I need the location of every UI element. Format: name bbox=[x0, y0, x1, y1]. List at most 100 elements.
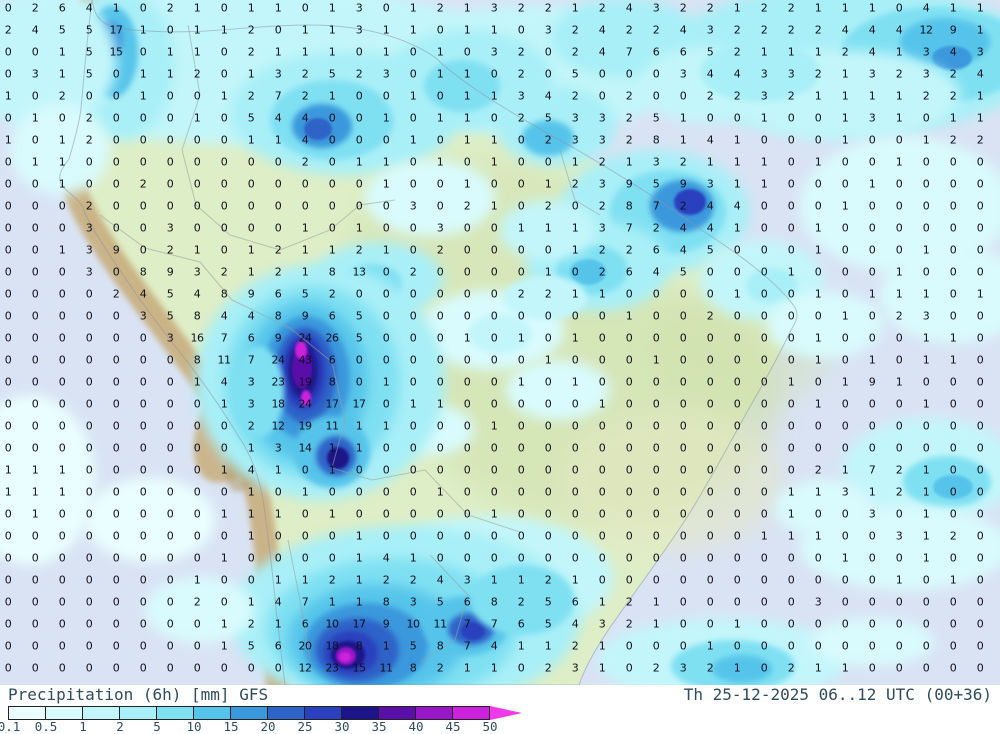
precip-value: 0 bbox=[85, 177, 93, 191]
precip-value: 0 bbox=[733, 331, 741, 345]
precip-value: 1 bbox=[490, 23, 498, 37]
precip-value: 1 bbox=[868, 177, 876, 191]
precip-value: 0 bbox=[895, 133, 903, 147]
precip-value: 0 bbox=[571, 199, 579, 213]
precip-value: 13 bbox=[352, 265, 367, 279]
precip-value: 1 bbox=[355, 221, 363, 235]
precip-value: 0 bbox=[85, 89, 93, 103]
precip-value: 0 bbox=[382, 485, 390, 499]
precip-value: 5 bbox=[706, 243, 714, 257]
precip-value: 0 bbox=[301, 551, 309, 565]
precip-value: 0 bbox=[274, 661, 282, 675]
precip-value: 6 bbox=[58, 1, 66, 15]
precip-value: 2 bbox=[598, 1, 606, 15]
precip-value: 1 bbox=[841, 133, 849, 147]
precip-value: 0 bbox=[976, 551, 984, 565]
precip-value: 0 bbox=[166, 639, 174, 653]
precip-value: 2 bbox=[274, 265, 282, 279]
precip-value: 0 bbox=[976, 199, 984, 213]
precip-value: 0 bbox=[193, 661, 201, 675]
precip-value: 2 bbox=[949, 89, 957, 103]
precip-value: 9 bbox=[679, 177, 687, 191]
precip-value: 0 bbox=[895, 419, 903, 433]
precip-value: 0 bbox=[220, 419, 228, 433]
precip-value: 1 bbox=[922, 243, 930, 257]
precip-value: 17 bbox=[325, 397, 340, 411]
precip-value: 0 bbox=[787, 419, 795, 433]
precip-value: 0 bbox=[166, 177, 174, 191]
precip-value: 0 bbox=[949, 309, 957, 323]
precip-value: 0 bbox=[760, 551, 768, 565]
precip-value: 0 bbox=[976, 529, 984, 543]
precip-value: 1 bbox=[814, 1, 822, 15]
precip-value: 0 bbox=[976, 353, 984, 367]
precip-value: 0 bbox=[787, 639, 795, 653]
precip-value: 0 bbox=[247, 221, 255, 235]
precip-value: 0 bbox=[463, 397, 471, 411]
precip-value: 12 bbox=[298, 661, 313, 675]
precip-value: 3 bbox=[598, 133, 606, 147]
precip-value: 0 bbox=[706, 419, 714, 433]
precip-value: 3 bbox=[463, 573, 471, 587]
precip-value: 1 bbox=[841, 1, 849, 15]
precip-value: 1 bbox=[922, 287, 930, 301]
precip-value: 2 bbox=[625, 617, 633, 631]
precip-value: 0 bbox=[436, 309, 444, 323]
precip-value: 0 bbox=[814, 375, 822, 389]
valid-time: Th 25-12-2025 06..12 UTC (00+36) bbox=[683, 685, 992, 704]
precip-value: 1 bbox=[895, 155, 903, 169]
precip-value: 0 bbox=[355, 199, 363, 213]
precip-value: 0 bbox=[4, 243, 12, 257]
precip-value: 0 bbox=[382, 353, 390, 367]
precip-value: 1 bbox=[814, 529, 822, 543]
precip-value: 2 bbox=[787, 23, 795, 37]
precip-value: 0 bbox=[31, 331, 39, 345]
precip-value: 7 bbox=[490, 617, 498, 631]
precip-value: 1 bbox=[544, 221, 552, 235]
precip-value: 1 bbox=[895, 573, 903, 587]
precip-value: 0 bbox=[382, 309, 390, 323]
precip-value: 9 bbox=[274, 331, 282, 345]
precip-value: 0 bbox=[571, 309, 579, 323]
precip-value: 0 bbox=[328, 529, 336, 543]
precip-value: 5 bbox=[301, 287, 309, 301]
precip-value: 0 bbox=[112, 463, 120, 477]
precip-value: 0 bbox=[571, 529, 579, 543]
precip-value: 1 bbox=[355, 155, 363, 169]
precip-value: 1 bbox=[679, 133, 687, 147]
precip-value: 1 bbox=[517, 375, 525, 389]
precip-value: 2 bbox=[544, 287, 552, 301]
precip-value: 1 bbox=[220, 397, 228, 411]
precip-value: 0 bbox=[949, 397, 957, 411]
precip-value: 2 bbox=[895, 309, 903, 323]
precip-value: 0 bbox=[490, 287, 498, 301]
precip-value: 0 bbox=[220, 573, 228, 587]
precip-value: 1 bbox=[31, 111, 39, 125]
precip-value: 1 bbox=[787, 485, 795, 499]
precip-value: 0 bbox=[436, 177, 444, 191]
precip-value: 3 bbox=[868, 67, 876, 81]
precip-value: 0 bbox=[922, 221, 930, 235]
precip-value: 0 bbox=[652, 287, 660, 301]
precip-value: 1 bbox=[490, 507, 498, 521]
precip-value: 2 bbox=[301, 155, 309, 169]
precip-value: 8 bbox=[274, 309, 282, 323]
precip-value: 4 bbox=[976, 67, 984, 81]
precip-value: 0 bbox=[409, 111, 417, 125]
precip-value: 2 bbox=[598, 243, 606, 257]
precip-value: 0 bbox=[679, 331, 687, 345]
precip-value: 0 bbox=[58, 639, 66, 653]
precip-value: 0 bbox=[328, 199, 336, 213]
precip-value: 1 bbox=[814, 353, 822, 367]
precip-value: 2 bbox=[571, 23, 579, 37]
precip-value: 0 bbox=[274, 23, 282, 37]
precip-value: 0 bbox=[787, 177, 795, 191]
precip-value: 0 bbox=[976, 397, 984, 411]
precip-value: 1 bbox=[436, 45, 444, 59]
precip-value: 1 bbox=[571, 375, 579, 389]
precip-value: 0 bbox=[409, 529, 417, 543]
legend-label: 35 bbox=[371, 719, 387, 734]
precip-value: 0 bbox=[733, 397, 741, 411]
precip-value: 0 bbox=[301, 177, 309, 191]
precip-value: 2 bbox=[517, 111, 525, 125]
